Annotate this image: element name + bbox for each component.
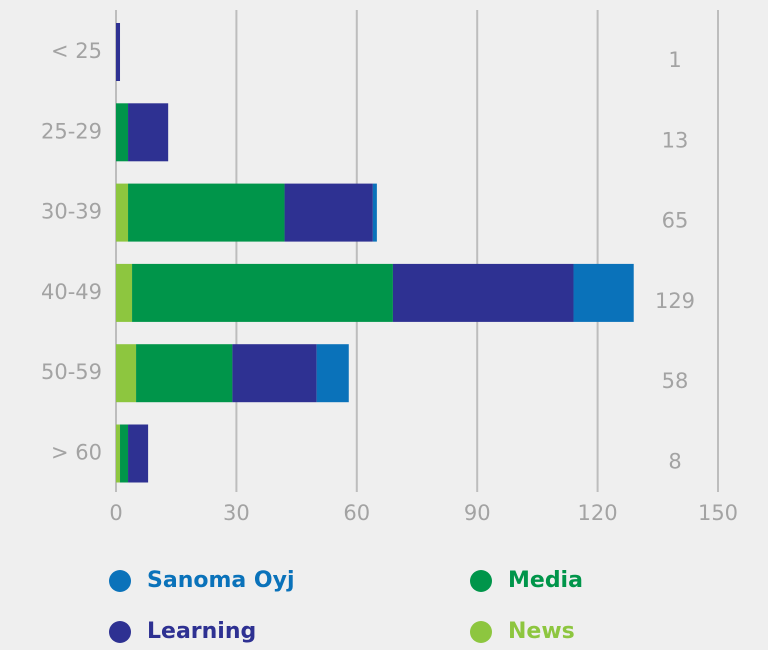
legend-marker xyxy=(470,621,492,643)
total-label: 13 xyxy=(662,128,689,152)
bar-segment xyxy=(116,183,129,242)
total-label: 129 xyxy=(655,289,695,313)
bar-segment xyxy=(116,263,133,322)
bar-segment xyxy=(132,263,393,322)
y-tick-label: 25-29 xyxy=(41,119,102,143)
bar-segment xyxy=(573,263,634,322)
bar-segment xyxy=(120,424,129,483)
x-tick-label: 30 xyxy=(223,501,250,525)
total-label: 1 xyxy=(668,48,681,72)
bar-segment xyxy=(128,183,285,242)
bar-segment xyxy=(232,344,317,403)
bar-segment xyxy=(372,183,377,242)
total-label: 58 xyxy=(662,369,689,393)
bar-segment xyxy=(116,23,121,81)
y-tick-label: < 25 xyxy=(51,39,102,63)
bar-segment xyxy=(316,344,349,403)
x-tick-label: 0 xyxy=(109,501,122,525)
y-tick-label: > 60 xyxy=(51,441,102,465)
bar-segment xyxy=(128,424,149,483)
bar-segment xyxy=(284,183,373,242)
x-tick-label: 150 xyxy=(698,501,738,525)
bar-segment xyxy=(136,344,233,403)
bar-segment xyxy=(116,103,129,162)
x-tick-label: 120 xyxy=(578,501,618,525)
bar-segment xyxy=(116,344,137,403)
legend-label: News xyxy=(508,619,575,644)
total-label: 65 xyxy=(662,209,689,233)
legend-label: Learning xyxy=(147,619,256,644)
bar-segment xyxy=(128,103,169,162)
y-tick-label: 50-59 xyxy=(41,360,102,384)
y-tick-label: 30-39 xyxy=(41,200,102,224)
bar-segment xyxy=(116,424,121,483)
legend-marker xyxy=(470,570,492,592)
legend-marker xyxy=(109,621,131,643)
y-tick-label: 40-49 xyxy=(41,280,102,304)
x-tick-label: 90 xyxy=(464,501,491,525)
legend-marker xyxy=(109,570,131,592)
legend-label: Media xyxy=(508,568,583,593)
legend-label: Sanoma Oyj xyxy=(147,568,294,593)
total-label: 8 xyxy=(668,450,681,474)
bar-segment xyxy=(392,263,574,322)
x-tick-label: 60 xyxy=(343,501,370,525)
